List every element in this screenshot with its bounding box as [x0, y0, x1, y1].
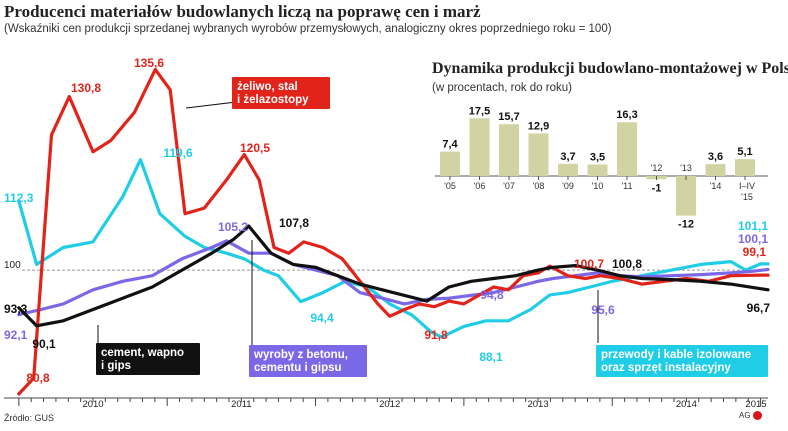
value-label: 90,1 [32, 337, 56, 351]
value-label: 107,8 [279, 216, 309, 230]
inset-category-label: '14 [710, 181, 722, 191]
inset-category-label: '07 [503, 181, 515, 191]
value-label: 91,8 [424, 328, 448, 342]
callout-text: żeliwo, stal [237, 81, 298, 93]
inset-category-label: '09 [562, 181, 574, 191]
callout-text: cementu i gipsu [254, 362, 342, 374]
inset-value-label: 15,7 [498, 111, 519, 123]
inset-bar [676, 176, 696, 216]
x-tick-label: 2014 [676, 399, 697, 410]
callout-text: cement, wapno [101, 347, 184, 359]
series-line-4 [17, 224, 770, 328]
inset-value-label: 3,7 [560, 151, 575, 163]
inset-value-label: -12 [678, 219, 694, 231]
inset-category-label: '05 [444, 181, 456, 191]
source-note: Źródło: GUS [4, 413, 55, 423]
x-tick-label: 2010 [82, 399, 103, 410]
value-label: 135,6 [134, 56, 164, 70]
value-labels: 135,6 130,8 120,5 80,8 91,8 100,7 99,1 112,3 119… [4, 56, 770, 385]
inset-category-label: '10 [592, 181, 604, 191]
callout-text: i żelazostopy [237, 94, 309, 106]
inset-title-text: Dynamika produkcji budowlano-montażowej … [432, 60, 788, 77]
inset-bar [587, 164, 608, 176]
x-tick-label: 2012 [379, 399, 400, 410]
value-label: 94,4 [310, 311, 334, 325]
inset-bar [440, 151, 460, 176]
value-label: 105,2 [218, 220, 248, 234]
value-label: 80,8 [26, 371, 50, 385]
credit-initials: AG [739, 411, 751, 420]
value-label: 112,3 [4, 191, 34, 205]
inset-bar [499, 124, 519, 176]
value-label: 100,1 [738, 232, 768, 246]
callout-text: oraz sprzęt instalacyjny [601, 362, 731, 374]
inset-category-label: I–IV [739, 181, 755, 191]
inset-category-label: '11 [621, 181, 632, 191]
credit-mark: AG [739, 411, 762, 421]
value-label: 101,1 [738, 219, 768, 233]
chart-subtitle: (Wskaźniki cen produkcji sprzedanej wybr… [4, 23, 612, 35]
inset-bar [469, 118, 490, 176]
callout-box-3: wyroby z betonu,cementu i gipsu [249, 345, 367, 377]
inset-chart-title: Dynamika produkcji budowlano-montażowej … [432, 60, 788, 97]
inset-category-label: '06 [474, 181, 486, 191]
inset-value-label: 3,6 [708, 151, 723, 163]
inset-category-label: '13 [680, 163, 692, 173]
inset-bar [558, 163, 578, 176]
value-label: 95,6 [591, 303, 615, 317]
callout-connector-1 [185, 101, 237, 109]
inset-category-label: '08 [533, 181, 545, 191]
publisher-logo-icon [752, 411, 762, 421]
inset-bar [705, 164, 726, 176]
inset-value-label: 7,4 [442, 139, 458, 151]
inset-value-label: 12,9 [528, 120, 549, 132]
series-lines [17, 67, 770, 396]
chart-title: Producenci materiałów budowlanych liczą … [4, 2, 481, 21]
callout-text: i gips [101, 360, 131, 372]
value-label: 94,8 [480, 288, 504, 302]
value-label: 99,1 [743, 245, 767, 259]
inset-value-label: 3,5 [590, 151, 605, 163]
series-line-1 [17, 67, 770, 396]
value-label: 100,8 [612, 257, 642, 271]
inset-value-label: 17,5 [469, 105, 490, 117]
x-tick-label: 2013 [527, 399, 548, 410]
callout-text: przewody i kable izolowane [601, 349, 751, 361]
value-label: 93,3 [4, 302, 28, 316]
inset-bar [528, 133, 549, 176]
value-label: 120,5 [240, 141, 270, 155]
value-label: 96,7 [747, 301, 771, 315]
inset-bar-chart: 7,4 '05 17,5 '06 15,7 '07 12,9 '08 3,7 '09 3,5 '10 1… [435, 105, 768, 231]
x-axis: 2010 2011 2012 2013 2014 2015 [4, 397, 768, 410]
callout-text: wyroby z betonu, [253, 349, 348, 361]
inset-subtitle: (w procentach, rok do roku) [432, 82, 572, 94]
value-label: 100,7 [574, 257, 604, 271]
inset-value-label: -1 [652, 182, 662, 194]
inset-category-label: '12 [651, 163, 663, 173]
inset-bar [617, 122, 637, 176]
value-label: 130,8 [71, 81, 101, 95]
y-tick-label: 100 [4, 260, 21, 271]
inset-value-label: 5,1 [737, 146, 752, 158]
reference-layer: 100 [4, 260, 768, 271]
value-label: 88,1 [479, 350, 503, 364]
x-tick-label: 2015 [745, 399, 766, 410]
inset-value-label: 16,3 [616, 109, 637, 121]
value-label: 119,6 [163, 146, 193, 160]
value-label: 92,1 [4, 328, 28, 342]
x-tick-label: 2011 [231, 399, 251, 410]
inset-category-label: '15 [741, 192, 753, 202]
inset-bar [735, 159, 755, 176]
